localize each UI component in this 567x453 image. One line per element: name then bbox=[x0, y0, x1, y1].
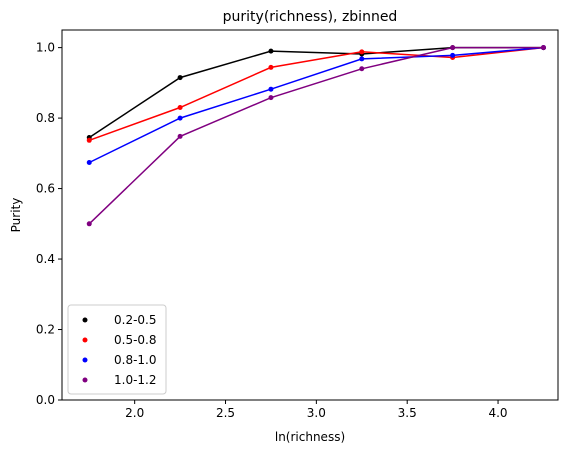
data-point-0.5-0.8 bbox=[177, 105, 183, 111]
legend-label: 0.5-0.8 bbox=[114, 333, 157, 347]
y-tick-label: 1.0 bbox=[36, 41, 55, 55]
legend-label: 1.0-1.2 bbox=[114, 373, 157, 387]
y-tick-label: 0.4 bbox=[36, 252, 55, 266]
data-point-0.5-0.8 bbox=[86, 137, 92, 143]
data-point-1.0-1.2 bbox=[359, 66, 365, 72]
legend-box bbox=[67, 304, 167, 395]
y-tick-label: 0.6 bbox=[36, 182, 55, 196]
series-line-1.0-1.2 bbox=[88, 46, 544, 225]
data-point-0.5-0.8 bbox=[359, 49, 365, 55]
series-points bbox=[86, 45, 546, 227]
data-point-1.0-1.2 bbox=[540, 45, 546, 51]
legend-marker-0.8-1.0 bbox=[82, 357, 88, 363]
series-lines bbox=[88, 46, 544, 225]
y-tick-label: 0.8 bbox=[36, 111, 55, 125]
legend-label: 0.8-1.0 bbox=[114, 353, 157, 367]
x-axis-label: ln(richness) bbox=[275, 430, 345, 444]
data-point-0.2-0.5 bbox=[177, 75, 183, 81]
series-line-0.2-0.5 bbox=[88, 46, 544, 139]
data-point-0.8-1.0 bbox=[450, 52, 456, 58]
legend-marker-0.5-0.8 bbox=[82, 337, 88, 343]
legend-label: 0.2-0.5 bbox=[114, 313, 157, 327]
data-point-0.8-1.0 bbox=[268, 86, 274, 92]
data-point-1.0-1.2 bbox=[177, 133, 183, 139]
data-point-0.8-1.0 bbox=[177, 115, 183, 121]
data-point-1.0-1.2 bbox=[268, 95, 274, 101]
legend: 0.2-0.5 0.5-0.8 0.8-1.0 1.0-1.2 bbox=[67, 304, 167, 395]
data-point-0.2-0.5 bbox=[268, 48, 274, 54]
x-tick-label: 3.0 bbox=[307, 406, 326, 420]
x-tick-label: 2.5 bbox=[216, 406, 235, 420]
y-tick-label: 0.2 bbox=[36, 323, 55, 337]
series-line-0.5-0.8 bbox=[89, 46, 544, 142]
x-tick-label: 2.0 bbox=[125, 406, 144, 420]
data-point-0.5-0.8 bbox=[268, 64, 274, 70]
legend-marker-0.2-0.5 bbox=[82, 317, 88, 323]
legend-marker-1.0-1.2 bbox=[82, 377, 88, 383]
data-point-1.0-1.2 bbox=[450, 45, 456, 51]
x-tick-label: 4.0 bbox=[488, 406, 507, 420]
data-point-0.8-1.0 bbox=[86, 159, 92, 165]
chart-title: purity(richness), zbinned bbox=[223, 9, 398, 25]
series-line-0.8-1.0 bbox=[88, 46, 544, 164]
y-tick-label: 0.0 bbox=[36, 393, 55, 407]
y-axis-label: Purity bbox=[9, 198, 23, 233]
x-tick-label: 3.5 bbox=[398, 406, 417, 420]
data-point-0.8-1.0 bbox=[359, 56, 365, 62]
data-point-1.0-1.2 bbox=[86, 221, 92, 227]
axis-ticks: 2.0 2.5 3.0 3.5 4.0 0.0 0.2 0.4 0.6 0.8 1.0 bbox=[36, 41, 508, 420]
plot-frame bbox=[61, 29, 559, 401]
